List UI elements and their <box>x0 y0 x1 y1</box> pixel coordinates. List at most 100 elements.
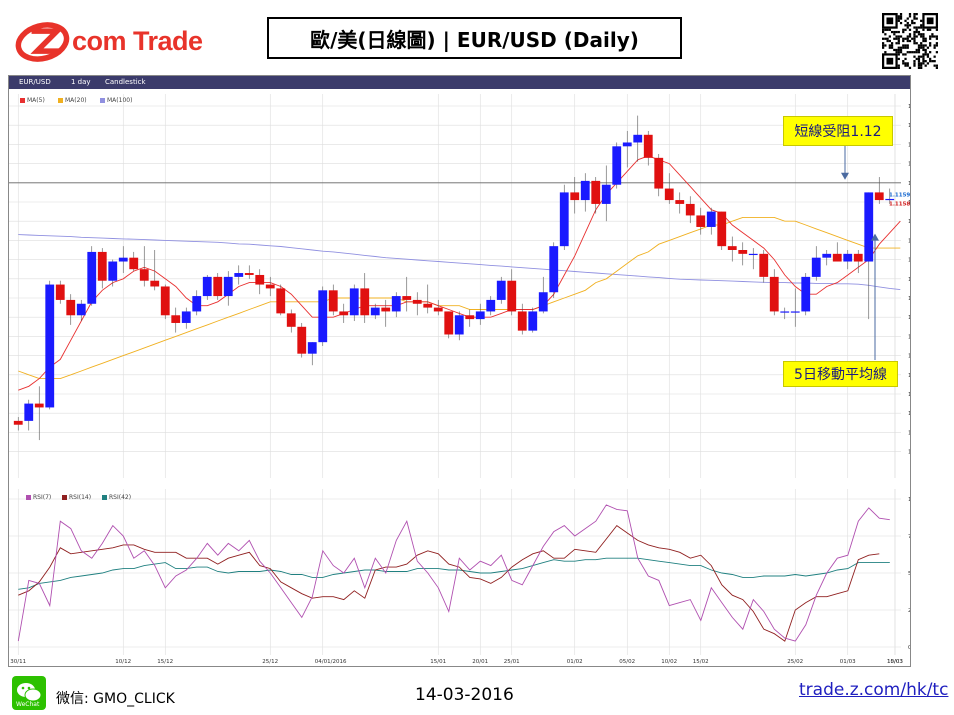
z-logo-icon <box>15 22 70 62</box>
qr-module <box>906 62 909 65</box>
price-y-tick: 1.05000 <box>908 450 910 456</box>
candle-body <box>349 288 359 316</box>
qr-module <box>931 33 934 36</box>
qr-module <box>888 39 891 43</box>
qr-module <box>902 30 905 34</box>
qr-module <box>924 39 927 43</box>
candle-body <box>139 269 149 281</box>
candle-body <box>97 251 107 281</box>
candle-body <box>853 253 863 262</box>
rsi-line-rsi14 <box>18 524 880 642</box>
price-legend: MA(5) MA(20) MA(100) <box>20 97 180 107</box>
qr-module <box>913 35 916 38</box>
candle-body <box>517 311 527 331</box>
candle-body <box>580 180 590 201</box>
candle-body <box>885 198 895 201</box>
toolbar-style[interactable]: Candlestick <box>105 78 146 86</box>
chart-frame <box>8 75 911 667</box>
qr-module <box>906 17 909 20</box>
website-link[interactable]: trade.z.com/hk/tc <box>799 680 949 700</box>
toolbar-symbol[interactable]: EUR/USD <box>19 78 51 86</box>
qr-module <box>935 51 938 54</box>
qr-module <box>908 51 912 54</box>
qr-module <box>890 46 894 49</box>
qr-module <box>904 19 907 22</box>
legend-ma100-swatch <box>100 98 105 103</box>
candle-body <box>276 288 286 314</box>
ask-price-label: 1.11582 <box>889 201 910 207</box>
qr-module <box>917 48 921 52</box>
qr-module <box>917 30 921 34</box>
qr-module <box>888 35 891 38</box>
candle-body <box>286 313 296 327</box>
candle-body <box>339 311 349 316</box>
qr-module <box>929 37 932 40</box>
candle-body <box>748 253 758 256</box>
candle-body <box>150 280 160 287</box>
candle-body <box>391 296 401 312</box>
qr-module <box>913 30 916 34</box>
qr-module <box>920 42 923 45</box>
qr-module <box>922 53 925 56</box>
qr-module <box>922 35 925 38</box>
toolbar-interval[interactable]: 1 day <box>71 78 91 86</box>
candle-body <box>601 184 611 204</box>
candle-body <box>822 253 832 258</box>
candle-body <box>171 315 181 323</box>
qr-module <box>906 21 909 25</box>
candle-body <box>402 296 412 300</box>
candle-body <box>738 250 748 254</box>
legend-rsi14-swatch <box>62 495 67 500</box>
candle-body <box>360 288 370 316</box>
qr-module <box>922 28 925 31</box>
price-y-tick: 1.09500 <box>908 277 910 283</box>
qr-module <box>922 46 925 49</box>
x-tick-label: 25/02 <box>787 659 803 665</box>
qr-module <box>913 42 916 45</box>
qr-module <box>920 33 923 36</box>
qr-module <box>911 37 914 40</box>
qr-module <box>895 37 898 40</box>
qr-module <box>906 44 909 47</box>
qr-module <box>897 35 900 38</box>
x-tick-label: 01/02 <box>567 659 583 665</box>
candle-body <box>423 303 433 308</box>
ma5-arrowhead <box>871 233 879 241</box>
candle-body <box>769 276 779 312</box>
qr-module <box>917 51 921 54</box>
qr-module <box>915 35 918 38</box>
qr-module <box>935 35 938 38</box>
qr-code-icon <box>882 13 938 69</box>
qr-module <box>931 35 934 38</box>
qr-module <box>893 37 896 40</box>
qr-module <box>897 15 900 18</box>
qr-module <box>897 51 900 54</box>
qr-module <box>906 26 909 29</box>
qr-module <box>917 55 921 58</box>
x-tick-label: 10/12 <box>115 659 131 665</box>
price-y-tick: 1.07500 <box>908 354 910 360</box>
qr-module <box>924 37 927 40</box>
qr-module <box>917 26 921 29</box>
qr-module <box>906 35 909 38</box>
wechat-icon-label: WeChat <box>16 701 40 708</box>
price-y-tick: 1.13500 <box>908 123 910 129</box>
qr-module <box>935 37 938 40</box>
qr-module <box>922 33 925 36</box>
qr-module <box>917 46 921 49</box>
qr-module <box>920 66 923 69</box>
qr-module <box>902 44 905 47</box>
qr-module <box>911 19 914 22</box>
qr-module <box>929 28 932 31</box>
qr-module <box>920 24 923 27</box>
qr-module <box>899 51 903 54</box>
candle-body <box>328 290 338 312</box>
candle-body <box>486 299 496 312</box>
qr-module <box>917 44 921 47</box>
qr-module <box>933 60 936 63</box>
qr-module <box>915 51 918 54</box>
x-tick-label: 01/03 <box>840 659 856 665</box>
qr-module <box>913 62 916 65</box>
qr-module <box>915 13 918 16</box>
qr-module <box>933 35 936 38</box>
